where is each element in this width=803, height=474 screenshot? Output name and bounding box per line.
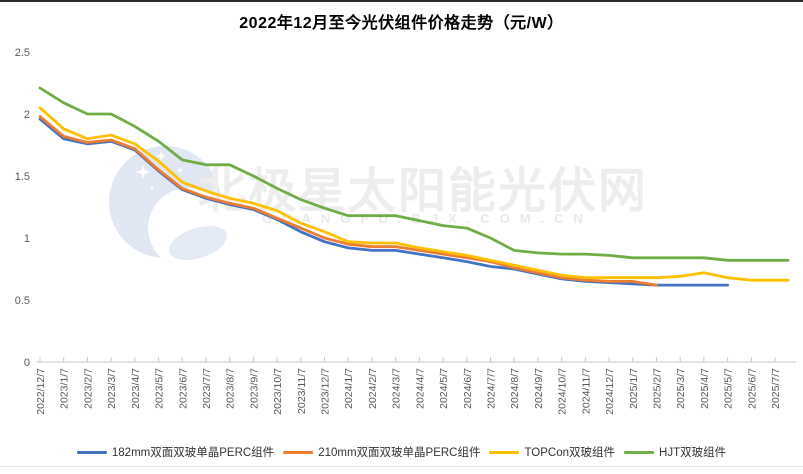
x-tick-label: 2025/7/7	[770, 368, 782, 409]
legend-label: 210mm双面双玻单晶PERC组件	[318, 447, 481, 459]
x-tick-label: 2025/1/7	[628, 368, 640, 409]
x-tick-label: 2024/4/7	[414, 368, 426, 409]
x-tick-label: 2023/3/7	[106, 368, 118, 409]
x-tick-label: 2024/12/7	[604, 368, 616, 415]
line-210mm-perc	[38, 115, 658, 287]
legend-line-icon	[76, 450, 107, 454]
x-tick-label: 2023/7/7	[201, 368, 213, 409]
legend-label: 182mm双面双玻单晶PERC组件	[111, 447, 275, 459]
x-tick-label: 2024/5/7	[438, 368, 450, 409]
x-tick-label: 2023/2/7	[82, 368, 94, 409]
legend-line-icon	[489, 450, 520, 454]
x-tick-label: 2024/3/7	[391, 368, 403, 409]
x-tick-label: 2025/4/7	[699, 368, 711, 409]
x-tick-label: 2024/1/7	[343, 368, 355, 409]
watermark-domain-text: GUANGFU.BJX.COM.CN	[262, 211, 593, 226]
x-tick-label: 2023/1/7	[59, 368, 71, 409]
y-tick-label: 0	[24, 357, 30, 369]
x-tick-label: 2023/10/7	[272, 368, 284, 415]
legend-line-icon	[283, 450, 314, 454]
x-tick-label: 2023/12/7	[320, 368, 332, 415]
x-tick-label: 2025/3/7	[675, 368, 687, 409]
legend-label: TOPCon双玻组件	[524, 447, 616, 459]
x-tick-label: 2023/4/7	[130, 368, 142, 409]
x-tick-label: 2024/11/7	[580, 368, 592, 414]
y-axis-labels: 0 0.5 1 1.5 2 2.5	[15, 47, 30, 369]
top-border	[0, 0, 803, 2]
x-tick-label: 2024/9/7	[533, 368, 545, 409]
watermark-logo-icon	[109, 146, 228, 268]
x-tick-label: 2023/9/7	[248, 368, 260, 409]
bottom-border	[0, 466, 803, 467]
x-tick-label: 2023/11/7	[296, 368, 308, 414]
y-tick-label: 2.5	[15, 47, 30, 59]
legend-item-hjt: HJT双玻组件	[624, 444, 726, 460]
y-tick-label: 2	[24, 109, 30, 121]
legend-label: HJT双玻组件	[659, 447, 727, 459]
x-tick-label: 2023/5/7	[154, 368, 166, 409]
legend-item-topcon: TOPCon双玻组件	[489, 444, 615, 460]
x-tick-label: 2025/5/7	[723, 368, 735, 409]
y-tick-label: 1.5	[15, 171, 30, 183]
line-hjt	[38, 86, 790, 262]
x-tick-label: 2023/6/7	[177, 368, 189, 409]
x-tick-label: 2024/10/7	[557, 368, 569, 415]
legend-item-210mm-perc: 210mm双面双玻单晶PERC组件	[283, 444, 480, 460]
legend-line-icon	[624, 450, 655, 454]
x-tick-label: 2025/2/7	[651, 368, 663, 409]
x-tick-label: 2022/12/7	[35, 368, 47, 415]
chart-legend: 182mm双面双玻单晶PERC组件 210mm双面双玻单晶PERC组件 TOPCon…	[0, 444, 803, 460]
line-topcon	[38, 106, 790, 282]
x-axis: 2022/12/7 2023/1/7 2023/2/7 2023/3/7 2023/4/…	[35, 357, 796, 415]
x-tick-label: 2024/7/7	[485, 368, 497, 409]
x-tick-label: 2024/2/7	[367, 368, 379, 409]
x-tick-label: 2023/8/7	[225, 368, 237, 409]
legend-item-182mm-perc: 182mm双面双玻单晶PERC组件	[76, 444, 275, 460]
x-tick-label: 2025/6/7	[746, 368, 758, 409]
y-tick-label: 0.5	[15, 295, 30, 307]
y-tick-label: 1	[24, 233, 30, 245]
chart-title: 2022年12月至今光伏组件价格走势（元/W）	[239, 15, 564, 32]
x-tick-label: 2024/8/7	[509, 368, 521, 409]
x-tick-label: 2024/6/7	[462, 368, 474, 409]
